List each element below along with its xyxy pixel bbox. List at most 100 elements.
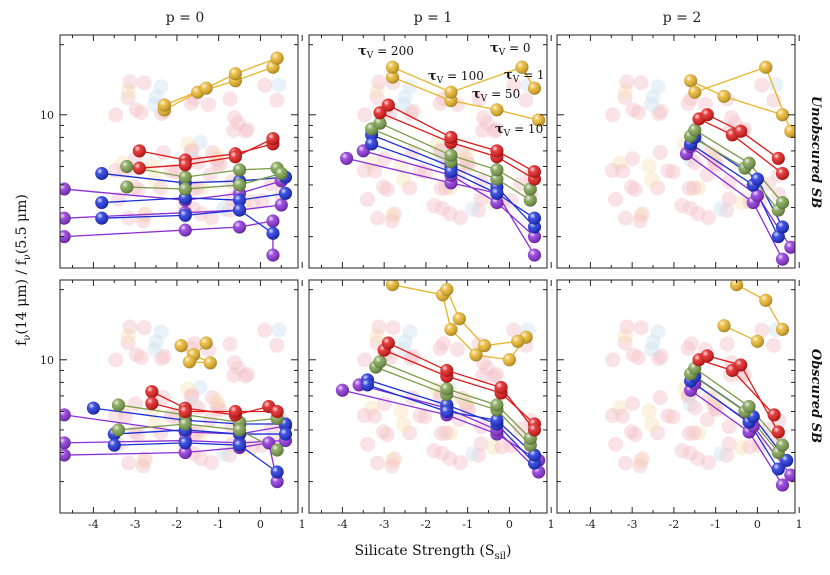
background-point xyxy=(518,92,534,108)
background-point xyxy=(660,408,676,424)
col-title-p2: p = 2 xyxy=(663,10,702,26)
series-line-tau-200 xyxy=(363,150,535,238)
background-point xyxy=(128,102,144,118)
background-point xyxy=(627,182,643,198)
panel-frame xyxy=(556,279,796,514)
data-point-shade xyxy=(775,478,789,492)
background-point xyxy=(204,210,220,226)
background-point xyxy=(479,360,495,376)
y-tick-label: 10 xyxy=(40,109,54,122)
data-point-shade xyxy=(270,475,284,489)
background-point xyxy=(222,336,238,352)
background-point xyxy=(633,453,649,469)
background-point xyxy=(183,95,199,111)
series-line-tau-1 xyxy=(139,143,274,161)
data-point-shade xyxy=(775,252,789,266)
data-point-shade xyxy=(233,193,247,207)
series-line-tau-200 xyxy=(64,414,286,435)
background-point xyxy=(212,157,228,173)
data-point-shade xyxy=(145,396,159,410)
series-line-tau-200 xyxy=(64,204,282,219)
data-point-shade xyxy=(178,170,192,184)
background-point xyxy=(721,419,737,435)
x-tick-label: 0 xyxy=(506,518,513,531)
panel-frame xyxy=(59,34,299,269)
series-line-tau-0 xyxy=(164,57,278,106)
data-point-shade xyxy=(490,172,504,186)
data-point-shade xyxy=(132,144,146,158)
data-point-shade xyxy=(440,363,454,377)
background-point xyxy=(155,145,171,161)
background-point xyxy=(183,388,199,404)
background-point xyxy=(734,440,750,456)
data-point-shade xyxy=(386,70,400,84)
data-point-shade xyxy=(270,443,284,457)
background-point xyxy=(237,123,253,139)
background-point xyxy=(237,368,253,384)
data-point-shade xyxy=(178,417,192,431)
data-point-shade xyxy=(775,220,789,234)
series-line-tau-0 xyxy=(392,66,536,93)
background-point xyxy=(257,77,273,93)
background-point xyxy=(645,334,661,350)
data-point-shade xyxy=(750,189,764,203)
background-point xyxy=(682,445,698,461)
background-point xyxy=(644,416,660,432)
background-point xyxy=(426,443,442,459)
data-point-shade xyxy=(86,401,100,415)
series-line-tau-200 xyxy=(346,157,536,256)
background-point xyxy=(634,451,650,467)
background-point xyxy=(465,201,481,217)
data-point-shade xyxy=(381,336,395,350)
background-point xyxy=(357,163,373,179)
data-point-shade xyxy=(278,186,292,200)
x-tick-label: 0 xyxy=(754,518,761,531)
background-point xyxy=(458,151,474,167)
annotation-tau-50: τV = 50 xyxy=(472,87,520,104)
background-point xyxy=(190,400,206,416)
background-point xyxy=(192,379,208,395)
series-line-tau-1 xyxy=(139,138,274,169)
data-point-shade xyxy=(771,425,785,439)
background-point xyxy=(434,445,450,461)
data-point-shade xyxy=(490,196,504,210)
background-point xyxy=(486,368,502,384)
background-point xyxy=(697,96,713,112)
data-point-shade xyxy=(523,193,537,207)
data-point-shade xyxy=(780,453,794,467)
series-line-tau-100 xyxy=(93,407,286,425)
background-point xyxy=(461,402,477,418)
data-point-shade xyxy=(60,182,71,196)
background-point xyxy=(641,403,657,419)
background-point xyxy=(644,97,660,113)
x-tick-label: -4 xyxy=(585,518,596,531)
data-point-shade xyxy=(527,230,541,244)
background-point xyxy=(494,439,510,455)
background-point xyxy=(120,83,136,99)
background-point xyxy=(227,110,243,126)
background-point xyxy=(405,103,421,119)
x-tick-label: -1 xyxy=(710,518,721,531)
background-point xyxy=(760,176,776,192)
series-line-tau-1 xyxy=(388,104,535,173)
background-point xyxy=(719,336,735,352)
background-point xyxy=(438,425,454,441)
background-point xyxy=(269,92,285,108)
data-point-shade xyxy=(386,280,400,292)
data-point-shade xyxy=(784,240,795,254)
series-line-tau-100 xyxy=(367,384,535,456)
background-point xyxy=(120,90,136,106)
background-point xyxy=(402,180,418,196)
annotation-tau-10: τV = 10 xyxy=(495,122,543,139)
background-point xyxy=(148,334,164,350)
x-tick-label: -3 xyxy=(379,518,390,531)
background-point xyxy=(644,342,660,358)
background-point xyxy=(186,336,202,352)
background-point xyxy=(108,107,124,123)
background-point xyxy=(370,455,386,471)
background-point xyxy=(121,210,137,226)
series-line-tau-10 xyxy=(126,165,278,178)
x-axis-label: Silicate Strength (Ssil) xyxy=(355,543,512,562)
background-point xyxy=(719,202,735,218)
x-tick-label: -4 xyxy=(337,518,348,531)
